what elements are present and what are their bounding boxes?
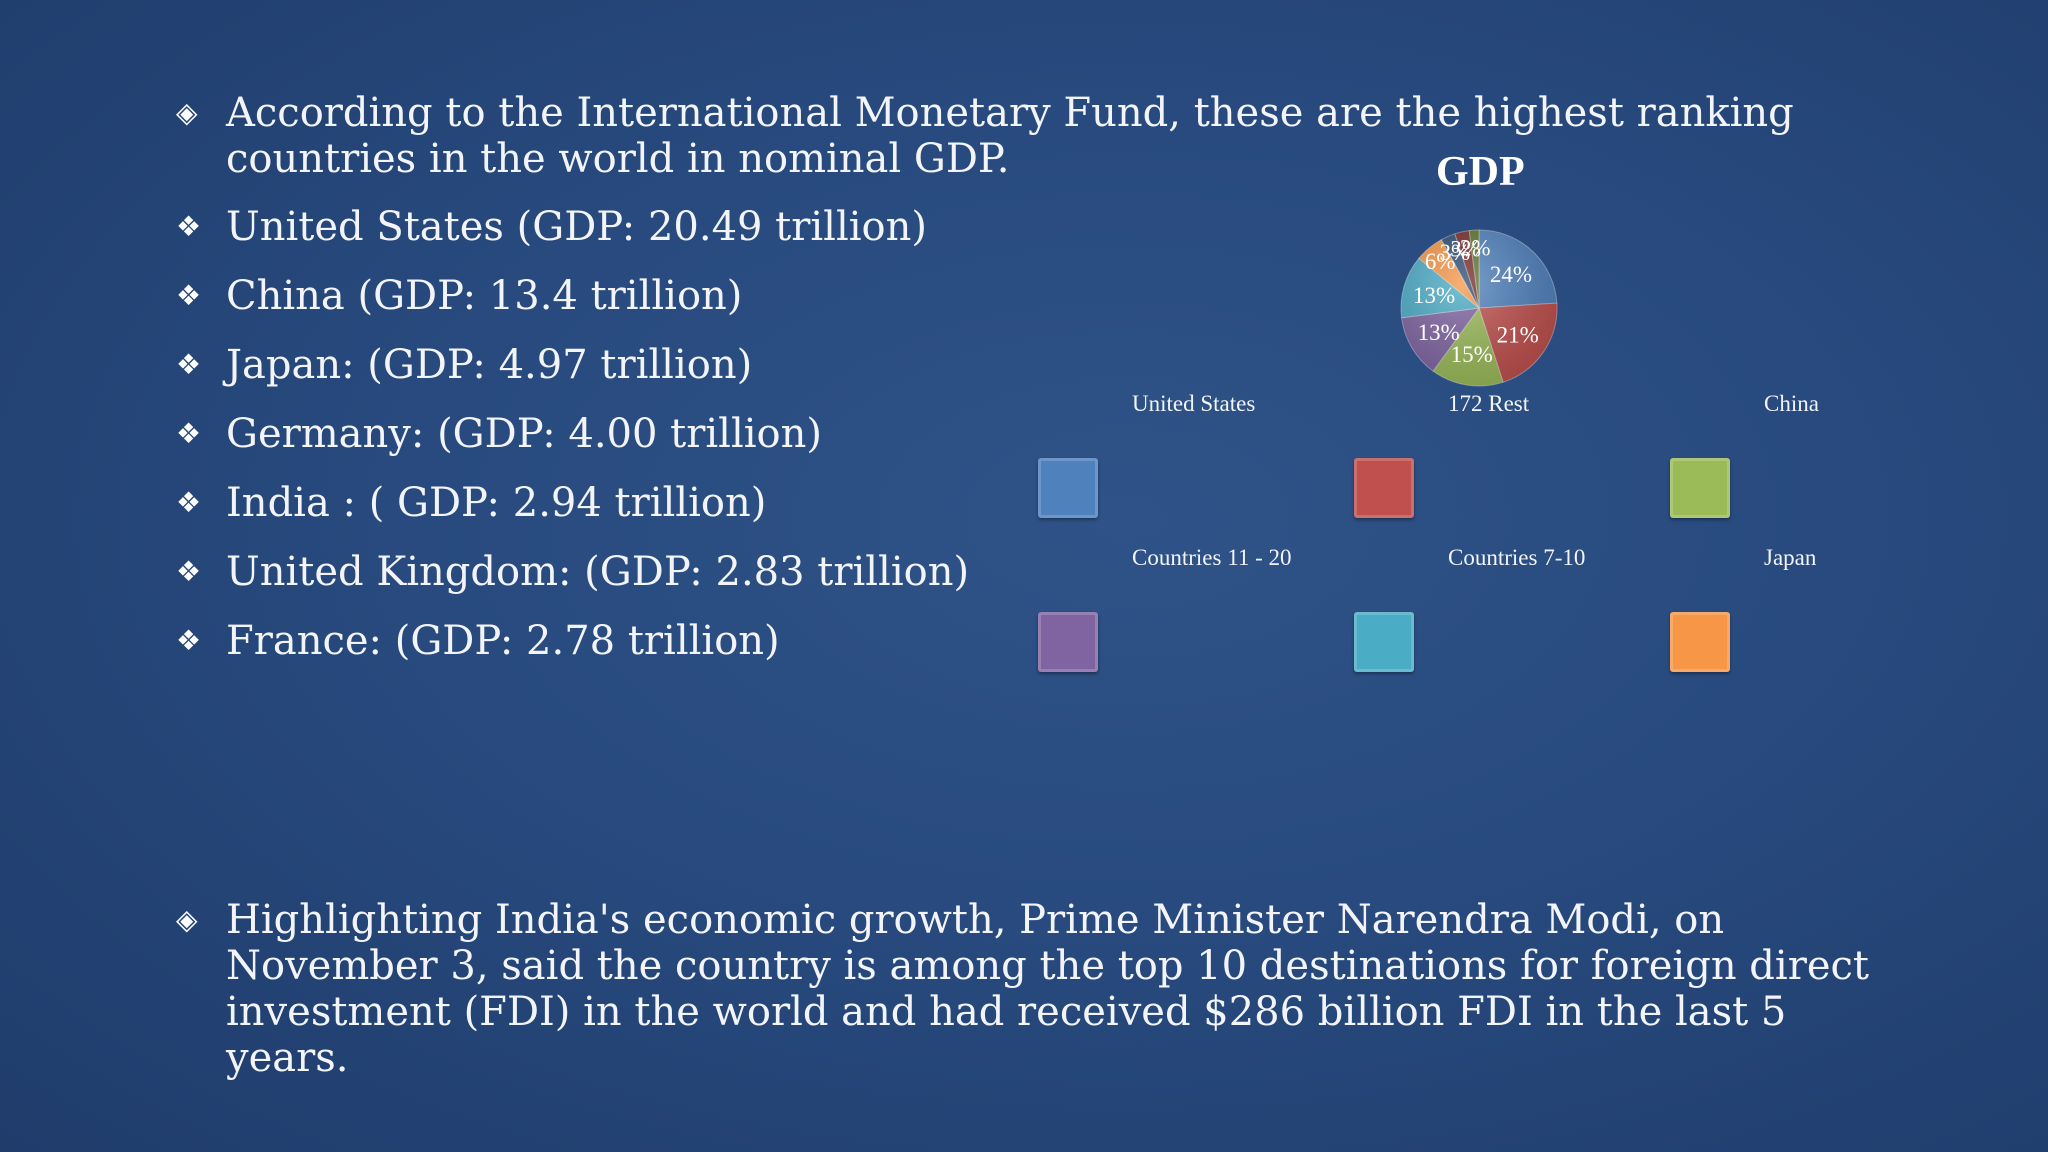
list-item: ❖ Japan: (GDP: 4.97 trillion) — [176, 342, 752, 388]
bullet-icon: ❖ — [176, 624, 202, 657]
pie-data-label: 2% — [1460, 235, 1491, 260]
list-item: ❖ China (GDP: 13.4 trillion) — [176, 273, 742, 319]
list-item-text: India : ( GDP: 2.94 trillion) — [226, 480, 767, 526]
list-item: ❖ Germany: (GDP: 4.00 trillion) — [176, 411, 822, 457]
intro-bullet-row: ◈ According to the International Monetar… — [176, 90, 1876, 182]
list-item-text: United Kingdom: (GDP: 2.83 trillion) — [226, 549, 970, 595]
legend-swatch-countries-11-20 — [1038, 612, 1098, 672]
list-item-text: United States (GDP: 20.49 trillion) — [226, 204, 927, 250]
legend-swatch-united-states — [1038, 458, 1098, 518]
pie-data-label: 24% — [1490, 262, 1532, 287]
diamond-bullet-icon: ◈ — [176, 96, 198, 129]
legend-label-172-rest: 172 Rest — [1448, 391, 1530, 416]
pie-data-label: 3% — [1450, 237, 1481, 262]
bullet-icon: ❖ — [176, 417, 202, 450]
list-item-text: China (GDP: 13.4 trillion) — [226, 273, 743, 319]
bullet-icon: ❖ — [176, 555, 202, 588]
pie-data-label: 6% — [1425, 249, 1456, 274]
pie-data-label: 3% — [1439, 240, 1470, 265]
pie-data-label: 15% — [1451, 342, 1493, 367]
legend-swatch-172-rest — [1354, 458, 1414, 518]
bullet-icon: ❖ — [176, 210, 202, 243]
list-item-text: Japan: (GDP: 4.97 trillion) — [226, 342, 753, 388]
list-item: ❖ India : ( GDP: 2.94 trillion) — [176, 480, 766, 526]
closing-text: Highlighting India's economic growth, Pr… — [226, 897, 1869, 1081]
legend-label-countries-7-10: Countries 7-10 — [1448, 545, 1586, 570]
list-item: ❖ France: (GDP: 2.78 trillion) — [176, 618, 780, 664]
legend-swatch-japan — [1670, 612, 1730, 672]
bullet-icon: ❖ — [176, 279, 202, 312]
intro-text: According to the International Monetary … — [226, 90, 1794, 182]
legend-swatch-china — [1670, 458, 1730, 518]
legend-label-china: China — [1764, 391, 1819, 416]
legend-label-countries-11-20: Countries 11 - 20 — [1132, 545, 1292, 570]
legend-label-japan: Japan — [1764, 545, 1817, 570]
pie-data-label: 13% — [1418, 320, 1460, 345]
list-item-text: France: (GDP: 2.78 trillion) — [226, 618, 780, 664]
diamond-bullet-icon: ◈ — [176, 903, 198, 936]
bullet-icon: ❖ — [176, 348, 202, 381]
pie-data-label: 21% — [1497, 322, 1539, 347]
pie-data-label: 13% — [1413, 283, 1455, 308]
chart-title: GDP — [1436, 149, 1525, 195]
bullet-icon: ❖ — [176, 486, 202, 519]
legend-swatch-countries-7-10 — [1354, 612, 1414, 672]
legend-label-united-states: United States — [1132, 391, 1256, 416]
list-item: ❖ United States (GDP: 20.49 trillion) — [176, 204, 927, 250]
closing-bullet-row: ◈ Highlighting India's economic growth, … — [176, 897, 1876, 1081]
list-item: ❖ United Kingdom: (GDP: 2.83 trillion) — [176, 549, 969, 595]
list-item-text: Germany: (GDP: 4.00 trillion) — [226, 411, 822, 457]
gdp-pie-chart: 24%21%15%13%13%6%3%3%2% — [1400, 229, 1558, 387]
